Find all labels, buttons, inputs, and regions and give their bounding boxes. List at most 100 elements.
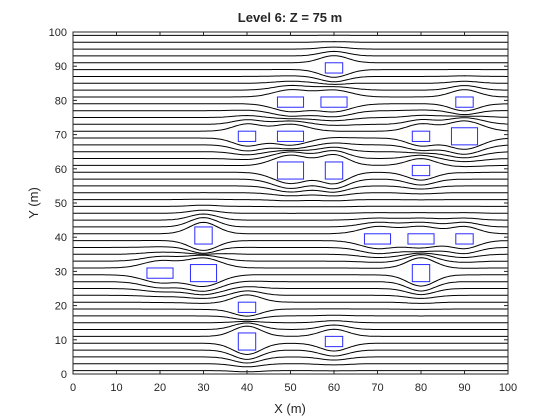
- obstacles-group: [146, 62, 479, 351]
- y-tick-label: 10: [55, 335, 67, 347]
- y-tick-label: 60: [55, 164, 67, 176]
- streamline: [73, 240, 508, 251]
- streamline: [73, 117, 509, 126]
- streamline: [73, 50, 508, 57]
- streamline: [73, 185, 508, 193]
- y-tick-label: 40: [55, 232, 67, 244]
- y-tick-label: 70: [55, 130, 67, 142]
- streamline: [73, 142, 509, 155]
- streamline: [73, 192, 508, 197]
- obstacle-building: [146, 267, 174, 279]
- streamline: [73, 251, 508, 258]
- streamline: [73, 308, 508, 317]
- y-tick-label: 30: [55, 266, 67, 278]
- streamline: [73, 356, 508, 364]
- streamline: [73, 120, 509, 132]
- streamline: [73, 204, 508, 208]
- obstacle-building: [411, 164, 431, 177]
- streamlines-group: [73, 34, 509, 373]
- streamline: [73, 325, 508, 337]
- streamline: [73, 320, 508, 324]
- obstacle-building: [276, 161, 305, 180]
- streamline: [73, 221, 508, 235]
- x-tick-label: 70: [371, 382, 383, 394]
- streamline: [73, 55, 508, 64]
- streamline: [73, 80, 508, 85]
- streamline: [73, 103, 508, 113]
- streamline: [73, 178, 508, 190]
- streamline: [73, 349, 508, 360]
- streamline: [73, 322, 508, 330]
- y-tick-label: 20: [55, 301, 67, 313]
- obstacle-building: [324, 335, 344, 348]
- streamline: [73, 290, 508, 299]
- x-tick-label: 100: [499, 382, 517, 394]
- streamline: [73, 137, 509, 150]
- obstacle-building: [450, 127, 479, 146]
- streamline: [73, 257, 508, 269]
- x-tick-label: 50: [284, 382, 296, 394]
- obstacle-building: [324, 161, 344, 180]
- streamline: [73, 154, 508, 168]
- x-tick-label: 20: [154, 382, 166, 394]
- obstacle-building: [237, 130, 257, 142]
- streamline: [73, 274, 508, 287]
- obstacle-building: [237, 301, 257, 313]
- obstacle-building: [237, 332, 257, 351]
- streamline: [73, 75, 508, 83]
- x-tick-label: 10: [110, 382, 122, 394]
- plot-area: [73, 32, 508, 374]
- streamline: [73, 314, 508, 321]
- obstacle-building: [276, 96, 305, 108]
- streamline: [73, 69, 508, 78]
- x-tick-label: 90: [458, 382, 470, 394]
- streamline: [73, 213, 508, 221]
- x-axis: 0 10 20 30 40 50 60 70 80 90 100: [70, 32, 517, 394]
- obstacle-building: [407, 233, 435, 245]
- y-tick-label: 0: [61, 369, 67, 381]
- y-tick-label: 100: [49, 27, 67, 39]
- streamline: [73, 217, 508, 228]
- streamline: [73, 342, 508, 356]
- streamline: [73, 294, 508, 304]
- streamline: [73, 114, 509, 122]
- obstacle-building: [411, 130, 431, 142]
- x-tick-label: 0: [70, 382, 76, 394]
- streamline: [73, 150, 508, 163]
- obstacle-building: [189, 264, 218, 283]
- streamline: [73, 198, 508, 202]
- obstacle-building: [411, 264, 431, 283]
- streamline: [73, 46, 508, 50]
- x-tick-label: 40: [241, 382, 253, 394]
- streamline: [73, 84, 508, 91]
- streamline: [73, 89, 508, 98]
- streamline: [73, 280, 508, 292]
- obstacle-building: [324, 62, 344, 74]
- y-tick-label: 80: [55, 95, 67, 107]
- streamline: [73, 246, 508, 255]
- x-tick-label: 30: [197, 382, 209, 394]
- obstacle-building: [320, 96, 348, 108]
- streamline: [73, 286, 508, 296]
- obstacle-building: [276, 130, 305, 142]
- streamline: [73, 254, 509, 263]
- streamline: [73, 109, 508, 118]
- obstacle-building: [194, 226, 213, 245]
- x-tick-label: 80: [415, 382, 427, 394]
- obstacle-building: [363, 233, 392, 245]
- y-axis-label: Y (m): [26, 187, 41, 219]
- streamline: [73, 171, 508, 185]
- x-axis-label: X (m): [274, 401, 306, 416]
- streamline: [73, 363, 508, 368]
- streamline: [73, 146, 509, 159]
- streamline: [73, 41, 508, 43]
- obstacle-building: [455, 96, 474, 108]
- streamline: [73, 209, 508, 214]
- x-tick-label: 60: [328, 382, 340, 394]
- obstacle-building: [455, 233, 474, 245]
- chart-title: Level 6: Z = 75 m: [238, 10, 342, 25]
- y-axis: 0 10 20 30 40 50 60 70 80 90 100: [49, 27, 508, 381]
- y-tick-label: 90: [55, 61, 67, 73]
- y-tick-label: 50: [55, 198, 67, 210]
